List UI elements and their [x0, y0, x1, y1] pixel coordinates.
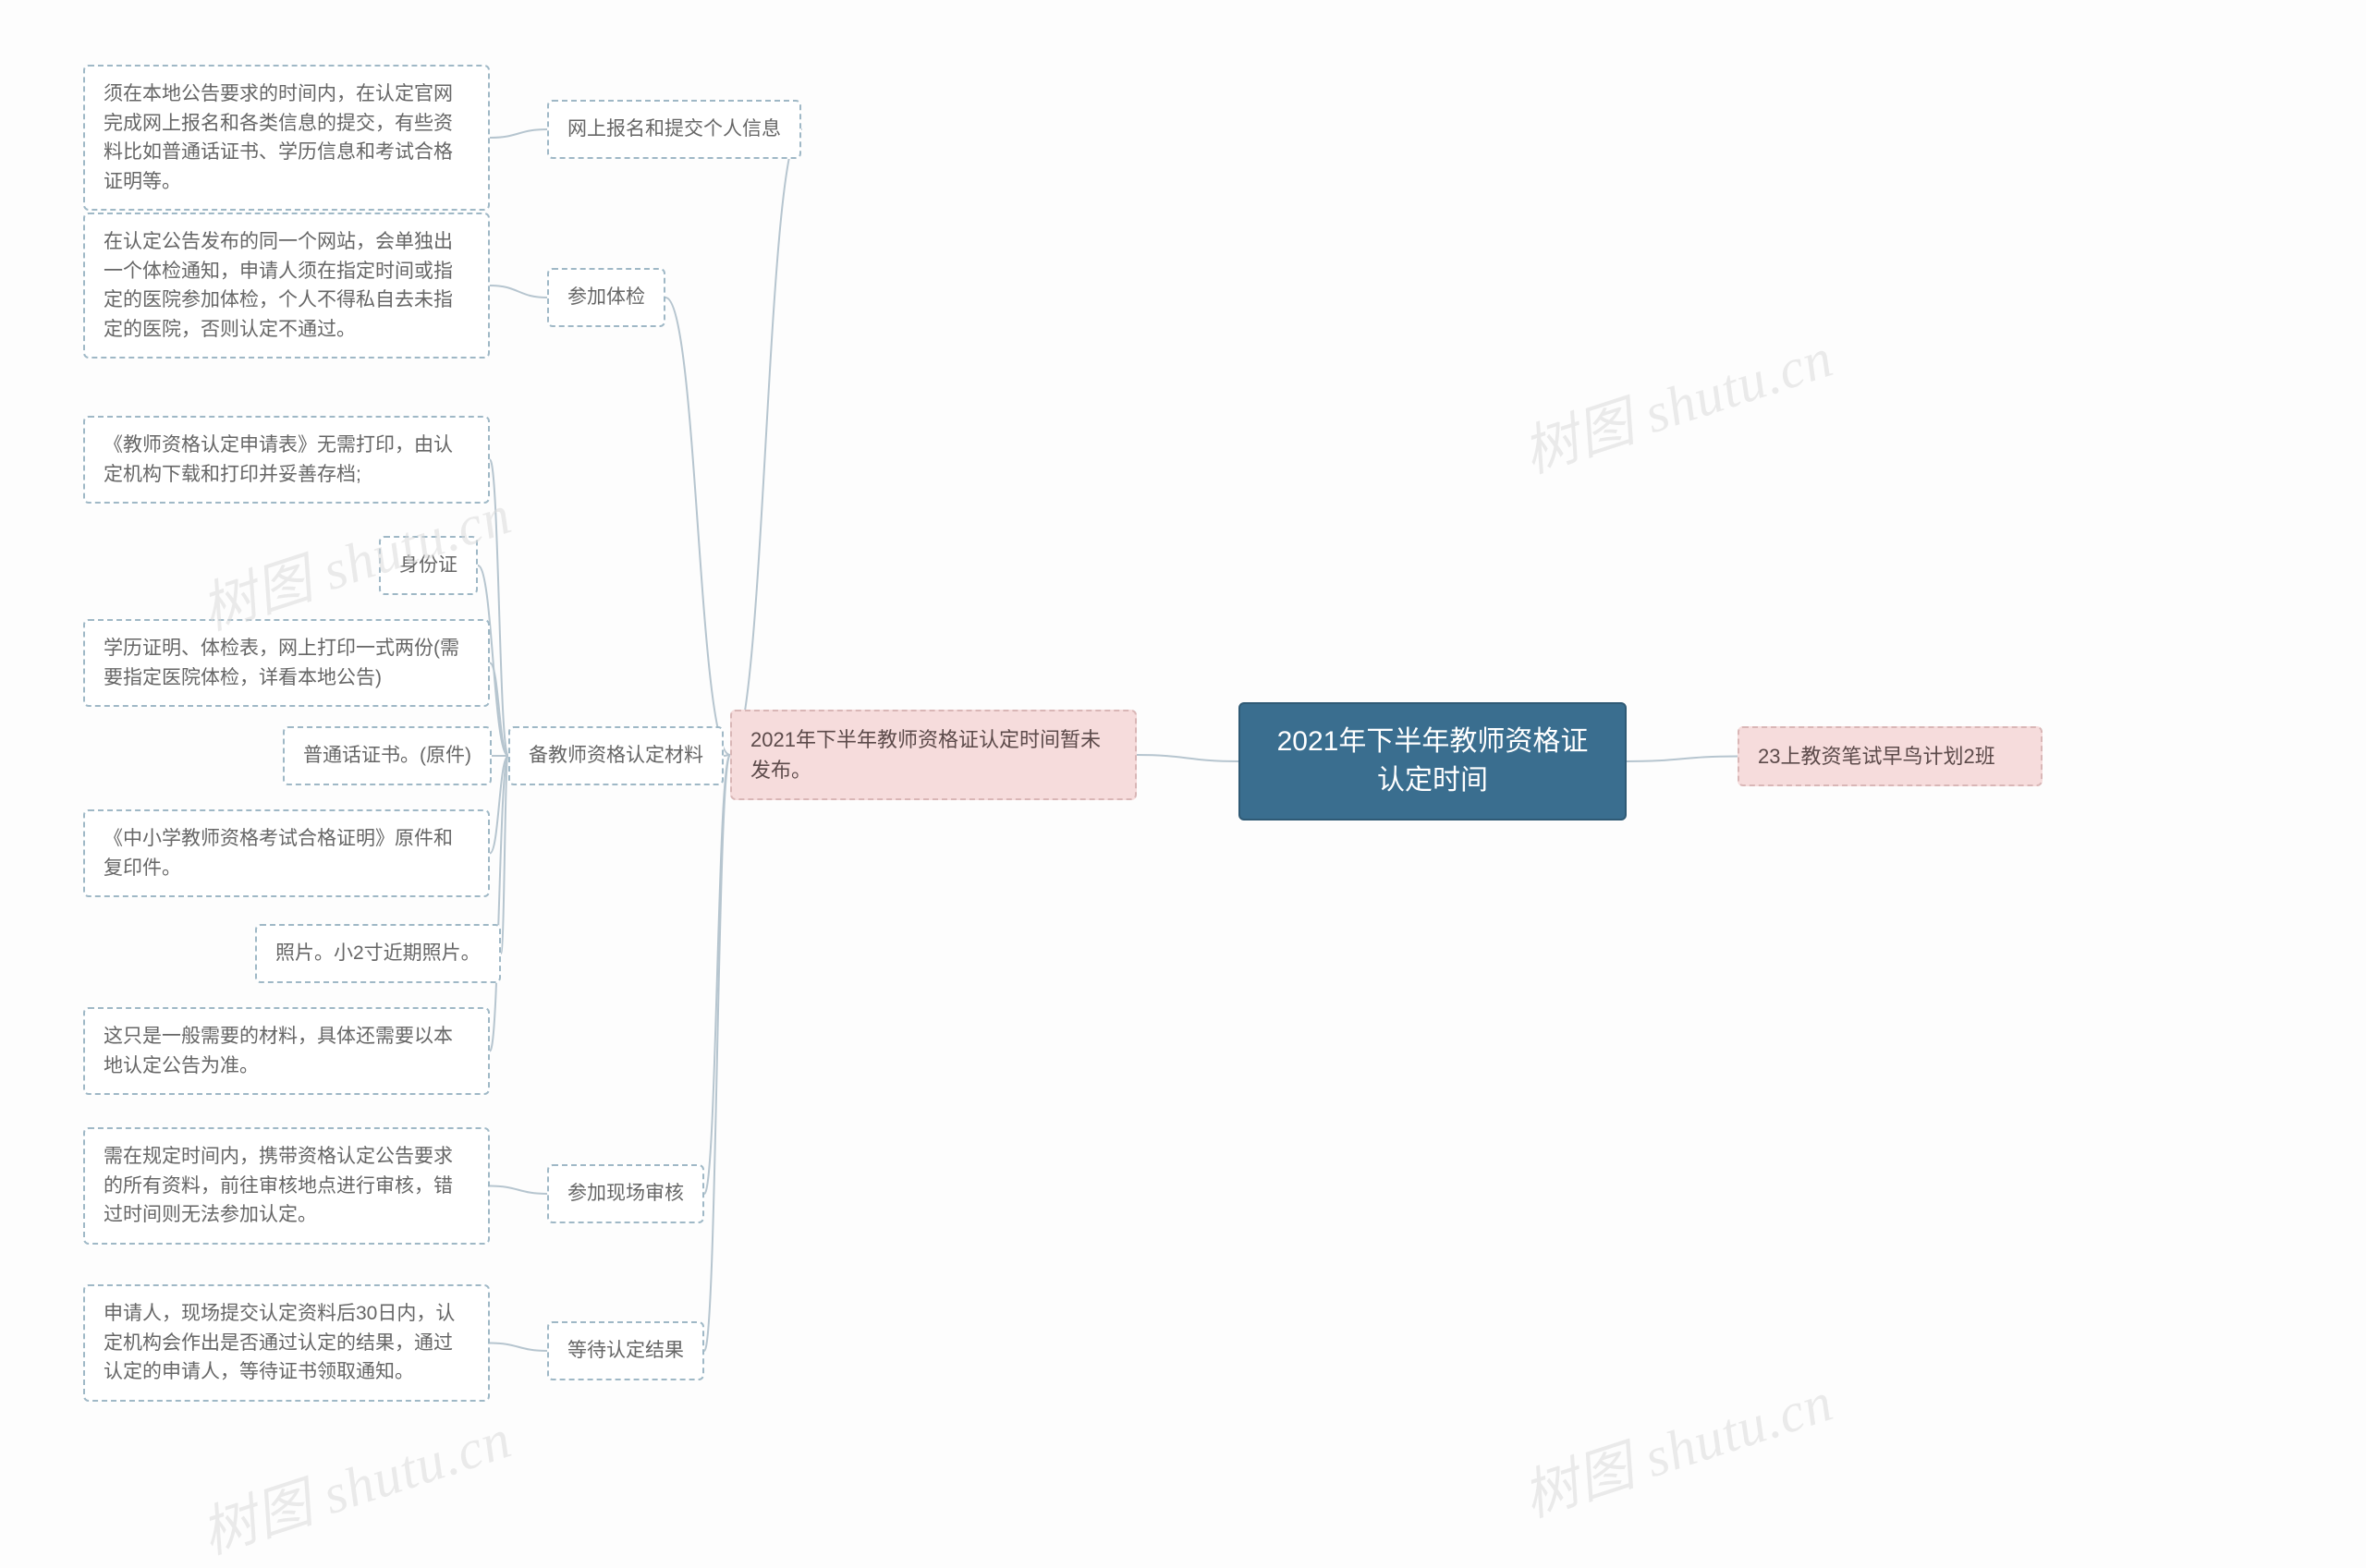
material-note: 这只是一般需要的材料，具体还需要以本地认定公告为准。	[83, 1007, 490, 1095]
material-photo: 照片。小2寸近期照片。	[255, 924, 501, 983]
branch-right: 23上教资笔试早鸟计划2班	[1738, 726, 2043, 786]
root-node: 2021年下半年教师资格证 认定时间	[1238, 702, 1627, 820]
material-application-form: 《教师资格认定申请表》无需打印，由认定机构下载和打印并妥善存档;	[83, 416, 490, 504]
watermark: 树图 shutu.cn	[1511, 312, 1842, 488]
step-onsite-review-detail: 需在规定时间内，携带资格认定公告要求的所有资料，前往审核地点进行审核，错过时间则…	[83, 1127, 490, 1245]
step-online-register: 网上报名和提交个人信息	[547, 100, 801, 159]
step-online-register-detail: 须在本地公告要求的时间内，在认定官网完成网上报名和各类信息的提交，有些资料比如普…	[83, 65, 490, 211]
watermark: 树图 shutu.cn	[1511, 1356, 1842, 1532]
step-physical-exam: 参加体检	[547, 268, 665, 327]
material-id-card: 身份证	[379, 536, 478, 595]
step-prepare-materials: 备教师资格认定材料	[508, 726, 724, 785]
material-mandarin-cert: 普通话证书。(原件)	[283, 726, 492, 785]
watermark: 树图 shutu.cn	[189, 1393, 520, 1568]
branch-left: 2021年下半年教师资格证认定时间暂未发布。	[730, 710, 1137, 800]
mindmap-canvas: 2021年下半年教师资格证 认定时间 23上教资笔试早鸟计划2班 2021年下半…	[0, 0, 2366, 1568]
step-await-result: 等待认定结果	[547, 1321, 704, 1380]
step-await-result-detail: 申请人，现场提交认定资料后30日内，认定机构会作出是否通过认定的结果，通过认定的…	[83, 1284, 490, 1402]
material-exam-cert: 《中小学教师资格考试合格证明》原件和复印件。	[83, 809, 490, 897]
material-education-proof: 学历证明、体检表，网上打印一式两份(需要指定医院体检，详看本地公告)	[83, 619, 490, 707]
step-onsite-review: 参加现场审核	[547, 1164, 704, 1223]
step-physical-exam-detail: 在认定公告发布的同一个网站，会单独出一个体检通知，申请人须在指定时间或指定的医院…	[83, 213, 490, 359]
